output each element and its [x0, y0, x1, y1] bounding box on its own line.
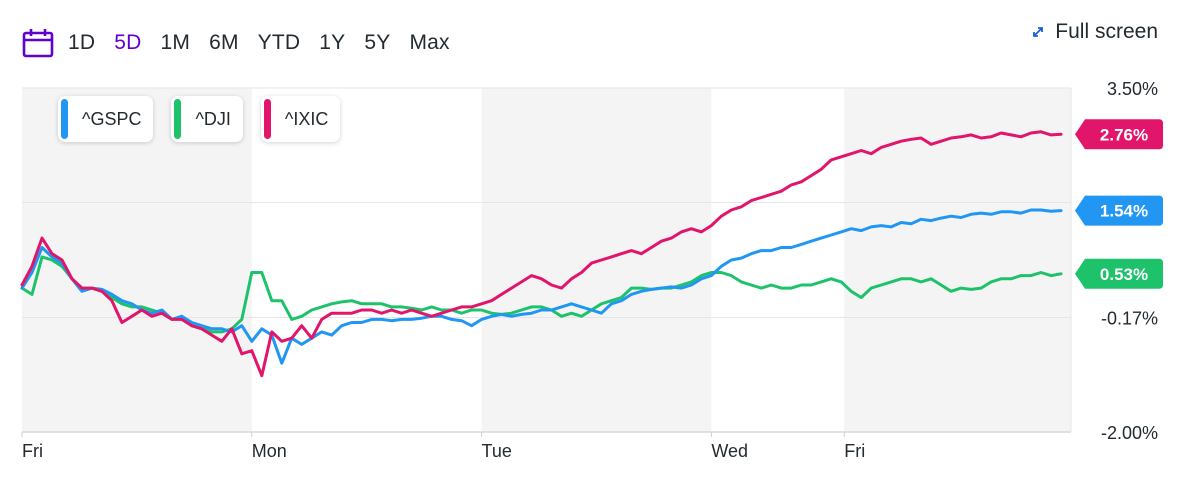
- range-6m-button[interactable]: 6M: [209, 31, 239, 54]
- series-line-gspc: [20, 208, 1063, 365]
- badge-shape: [1075, 195, 1163, 226]
- series-lines: [20, 130, 1063, 378]
- badge-shape: [1075, 119, 1163, 150]
- last-value-badge-dji: 0.53%: [1075, 258, 1163, 289]
- last-value-badge-gspc: 1.54%: [1075, 195, 1163, 226]
- legend-swatch-gspc: [61, 99, 68, 139]
- legend-swatch-dji: [174, 99, 182, 139]
- range-1d-button[interactable]: 1D: [68, 31, 96, 54]
- legend: ^GSPC ^DJI ^IXIC: [58, 96, 358, 142]
- y-tick-label: -2.00%: [1101, 423, 1158, 443]
- x-tick-label: Wed: [711, 441, 748, 461]
- legend-item-dji[interactable]: ^DJI: [171, 96, 243, 142]
- x-axis-ticks: Fri Mon Tue Wed Fri: [21, 432, 865, 461]
- range-toolbar: 1D 5D 1M 6M YTD 1Y 5Y Max: [22, 26, 469, 60]
- legend-label-gspc: ^GSPC: [82, 108, 142, 129]
- session-shade-2: [844, 88, 1071, 432]
- full-screen-button[interactable]: Full screen: [1030, 18, 1158, 46]
- range-ytd-button[interactable]: YTD: [257, 31, 301, 54]
- range-5y-button[interactable]: 5Y: [364, 31, 391, 54]
- x-tick-label: Tue: [482, 441, 512, 461]
- legend-item-gspc[interactable]: ^GSPC: [58, 96, 154, 142]
- legend-label-dji: ^DJI: [195, 108, 231, 129]
- y-tick-label: -0.17%: [1101, 309, 1158, 329]
- x-tick-label: Fri: [844, 441, 865, 461]
- legend-swatch-ixic: [263, 99, 271, 139]
- y-tick-label: 3.50%: [1107, 79, 1158, 99]
- range-1y-button[interactable]: 1Y: [319, 31, 346, 54]
- expand-arrows-icon: [1030, 24, 1046, 40]
- legend-label-ixic: ^IXIC: [284, 108, 329, 129]
- y-axis-ticks: 3.50% -0.17% -2.00%: [1101, 79, 1158, 443]
- badge-label: 0.53%: [1100, 265, 1148, 284]
- full-screen-label: Full screen: [1055, 20, 1158, 43]
- last-value-badges: 1.54% 0.53% 2.76%: [1075, 119, 1163, 289]
- x-tick-label: Fri: [22, 441, 43, 461]
- x-tick-label: Mon: [252, 441, 287, 461]
- gridlines: [22, 87, 1072, 433]
- badge-shape: [1075, 258, 1163, 289]
- range-5d-button[interactable]: 5D: [114, 31, 142, 54]
- range-1m-button[interactable]: 1M: [160, 31, 191, 54]
- last-value-badge-ixic: 2.76%: [1075, 119, 1163, 150]
- badge-label: 1.54%: [1100, 202, 1148, 221]
- calendar-icon[interactable]: [22, 27, 54, 59]
- series-line-ixic: [20, 130, 1063, 378]
- range-max-button[interactable]: Max: [409, 31, 450, 54]
- legend-item-ixic[interactable]: ^IXIC: [260, 96, 341, 142]
- badge-label: 2.76%: [1100, 125, 1148, 144]
